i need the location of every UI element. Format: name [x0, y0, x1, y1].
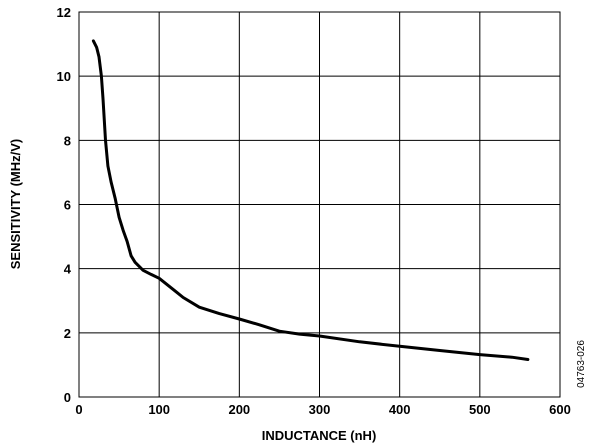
x-tick-label: 600: [549, 402, 571, 417]
x-tick-label: 0: [75, 402, 82, 417]
x-tick-label: 100: [148, 402, 170, 417]
figure-code: 04763-026: [576, 340, 587, 388]
y-tick-label: 12: [57, 5, 71, 20]
x-tick-label: 300: [309, 402, 331, 417]
x-tick-label: 400: [389, 402, 411, 417]
y-tick-label: 8: [64, 133, 71, 148]
x-tick-label: 200: [228, 402, 250, 417]
y-tick-label: 2: [64, 326, 71, 341]
y-tick-label: 4: [64, 262, 72, 277]
sensitivity-series-line: [91, 39, 530, 361]
y-tick-label: 6: [64, 198, 71, 213]
plot-frame: [78, 11, 561, 398]
y-tick-label: 0: [64, 390, 71, 405]
x-axis-title: INDUCTANCE (nH): [262, 428, 377, 443]
x-tick-label: 500: [469, 402, 491, 417]
grid: [78, 11, 561, 398]
y-tick-labels: 0 2 4 6 8 10 12: [57, 5, 72, 405]
x-tick-labels: 0 100 200 300 400 500 600: [75, 402, 570, 417]
y-tick-label: 10: [57, 69, 71, 84]
y-axis-title: SENSITIVITY (MHz/V): [8, 139, 23, 270]
